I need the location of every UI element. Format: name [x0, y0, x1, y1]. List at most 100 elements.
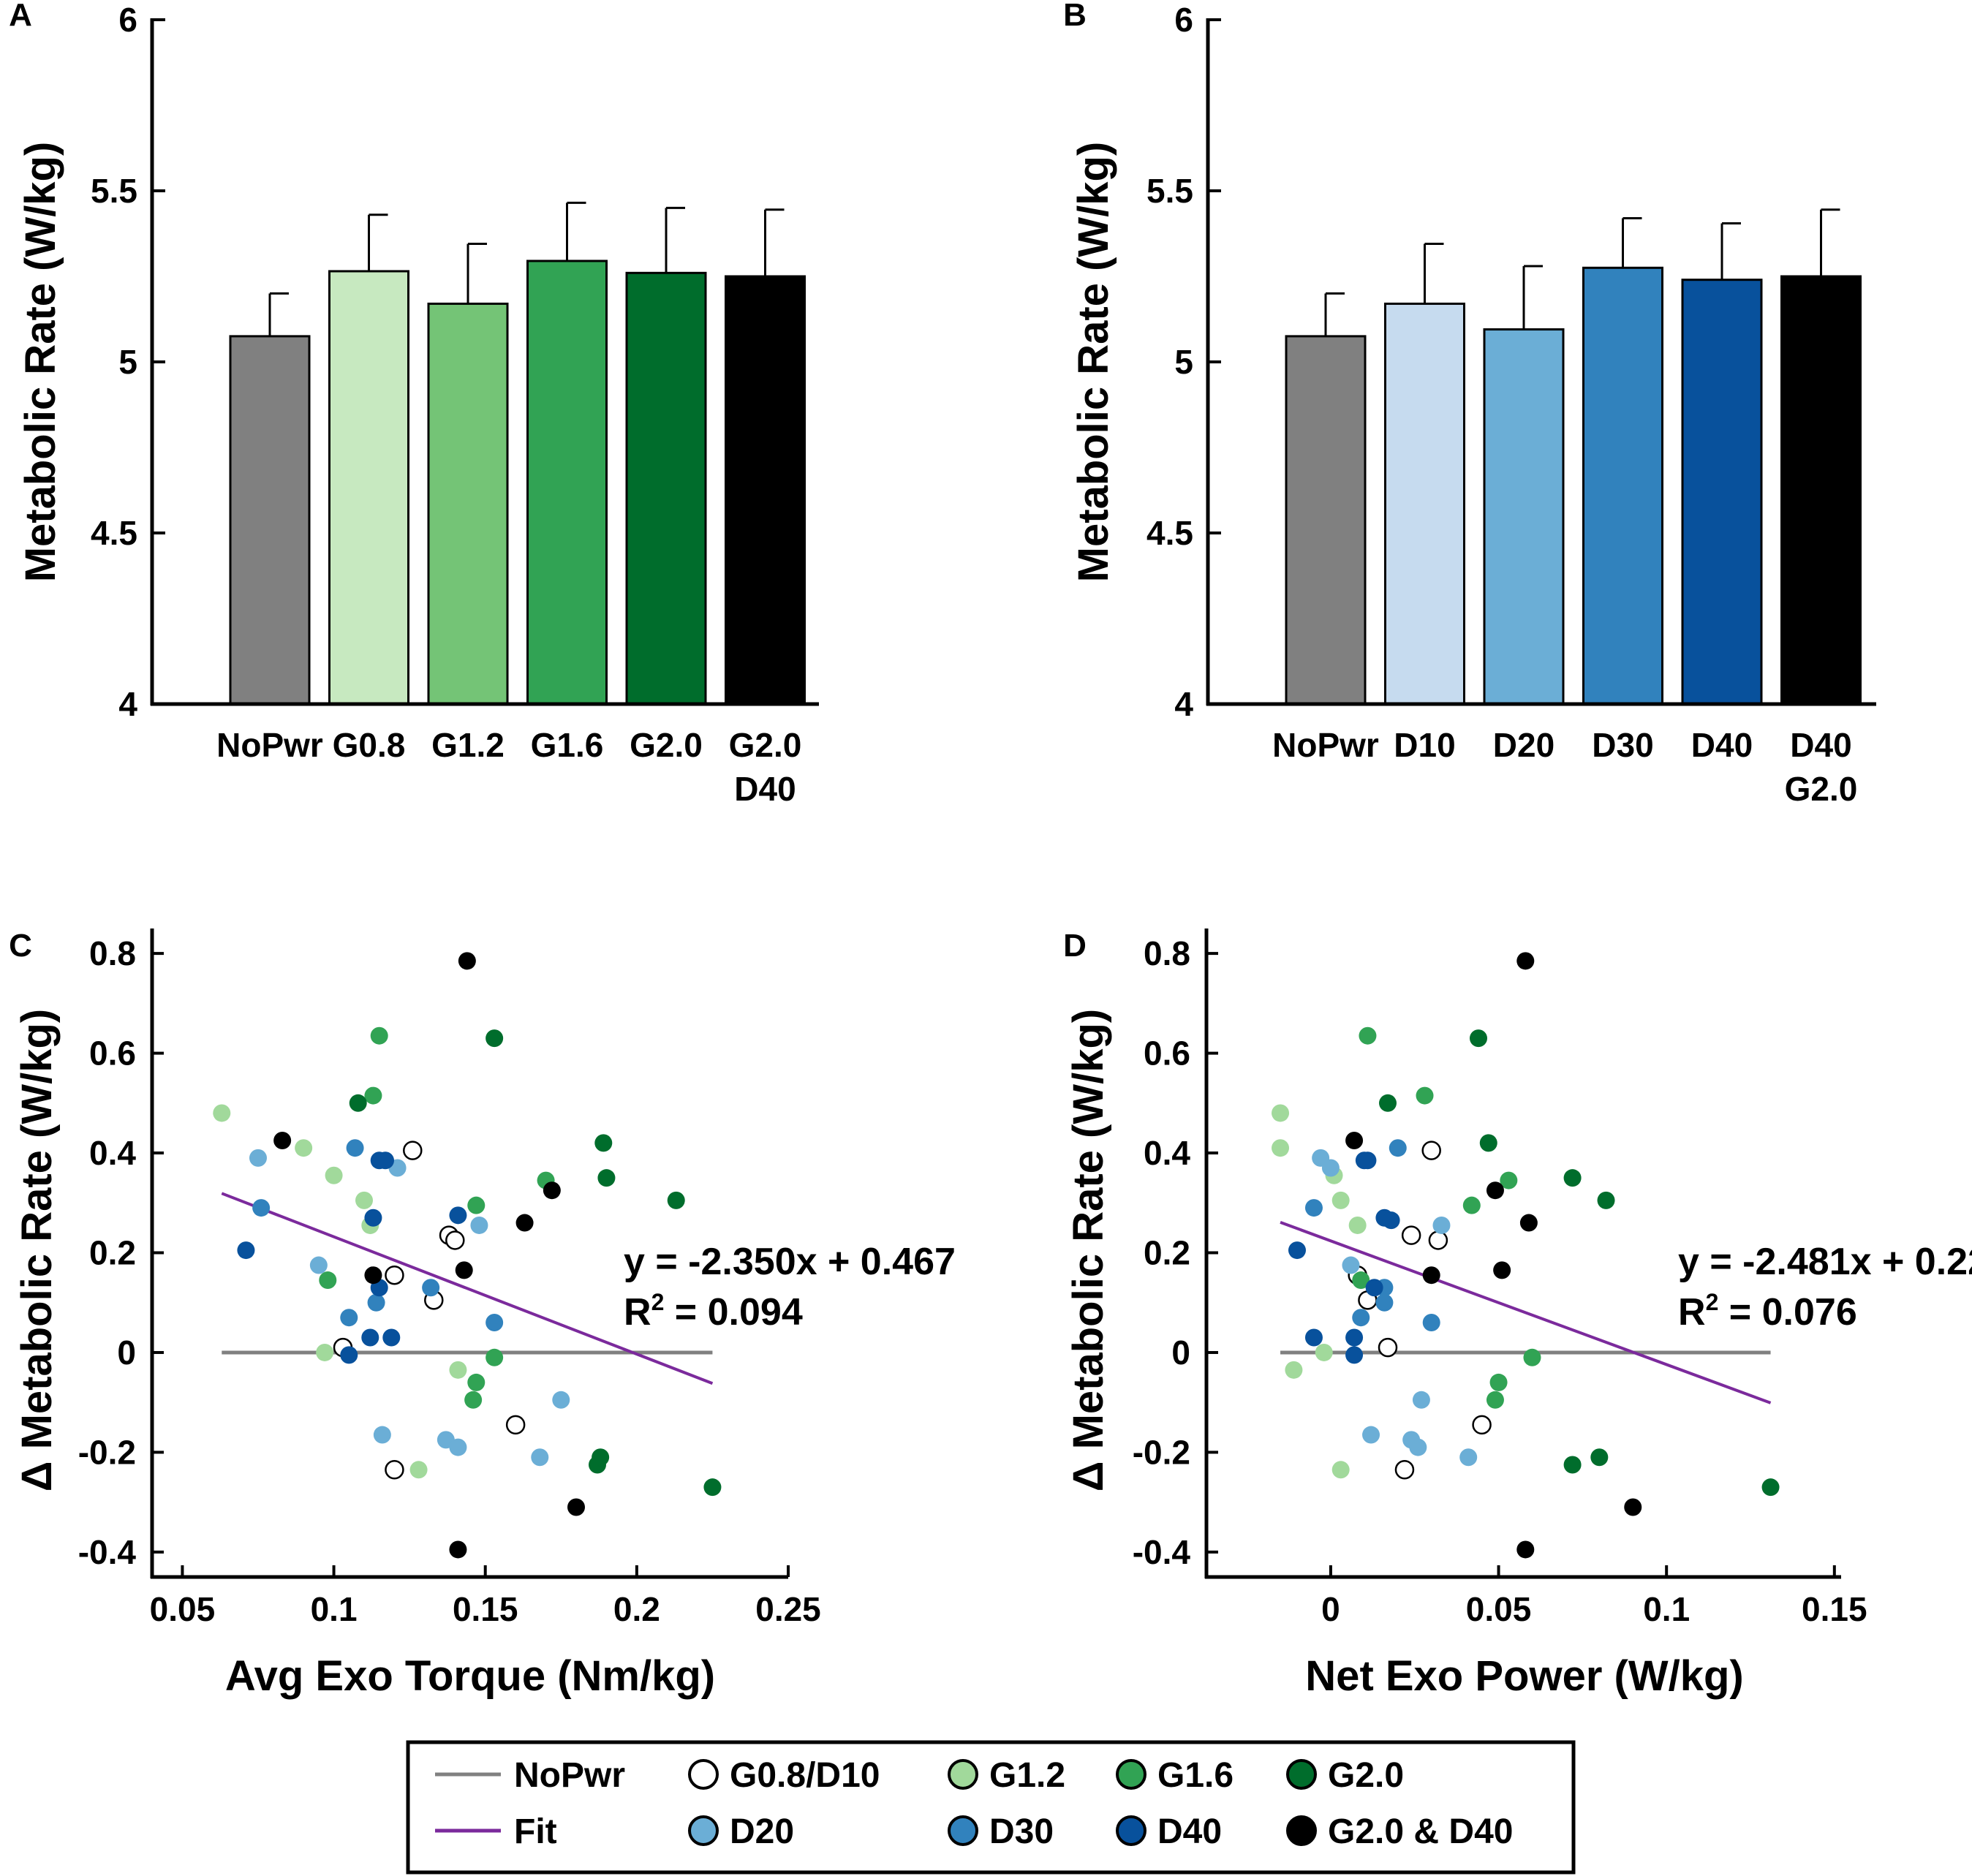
legend-marker	[1116, 1759, 1146, 1790]
data-point-g0.8	[1421, 1141, 1441, 1160]
panel-label: B	[1063, 0, 1087, 33]
data-point-combo	[1422, 1266, 1440, 1285]
data-point-d30	[422, 1279, 440, 1297]
fit-equation: y = -2.481x + 0.224	[1678, 1241, 1972, 1283]
data-point-g0.8	[445, 1230, 465, 1250]
data-point-d40	[1365, 1279, 1383, 1297]
data-point-g0.8	[1472, 1415, 1492, 1435]
data-point-combo	[449, 1540, 467, 1559]
y-tick-label: 0.6	[89, 1035, 136, 1073]
data-point-d40	[1359, 1151, 1377, 1170]
y-tick-label: 0.8	[1144, 934, 1190, 972]
y-tick-label: 0	[1171, 1334, 1190, 1372]
x-tick-label: 0.25	[755, 1590, 821, 1628]
legend-label: G1.6	[1157, 1756, 1234, 1795]
data-point-d40	[237, 1241, 255, 1260]
panel-label: C	[9, 928, 32, 964]
panel-label: A	[9, 0, 32, 33]
x-tick-label: NoPwr	[1272, 726, 1379, 764]
data-point-d30	[1304, 1199, 1323, 1217]
data-point-g1.2	[449, 1361, 467, 1379]
data-point-d20	[1342, 1256, 1360, 1274]
bar-g1.6	[526, 260, 608, 706]
y-axis-label: Δ Metabolic Rate (W/kg)	[13, 1009, 61, 1491]
data-point-g1.2	[355, 1191, 373, 1209]
x-tick-label: 0.15	[1802, 1590, 1867, 1628]
y-tick-label: 4.5	[1146, 514, 1193, 552]
data-point-d40	[1345, 1346, 1364, 1364]
y-tick-label: 4	[118, 685, 137, 723]
data-point-d40	[1304, 1328, 1323, 1347]
data-point-d30	[1422, 1314, 1440, 1332]
x-axis-label: Net Exo Power (W/kg)	[1305, 1652, 1743, 1700]
data-point-combo	[1516, 952, 1535, 970]
data-point-g2.0	[1761, 1478, 1780, 1497]
data-point-g2.0	[349, 1094, 367, 1112]
data-point-g1.6	[319, 1271, 337, 1290]
y-tick-label: 0.8	[89, 934, 136, 972]
data-point-combo	[515, 1214, 534, 1232]
data-point-g2.0	[1470, 1029, 1487, 1048]
data-point-g1.2	[325, 1166, 343, 1184]
legend-label: NoPwr	[514, 1756, 625, 1795]
x-tick-label: 0.05	[1466, 1590, 1532, 1628]
data-point-combo	[1519, 1214, 1538, 1232]
data-point-d20	[1321, 1159, 1340, 1177]
legend-box	[406, 1740, 1576, 1875]
data-point-g1.6	[1486, 1391, 1504, 1409]
data-point-g1.6	[1352, 1271, 1370, 1290]
y-tick-label: 0.4	[1144, 1134, 1190, 1172]
legend-marker	[948, 1815, 978, 1846]
y-tick-label: 6	[118, 1, 137, 39]
data-point-d40	[1345, 1328, 1364, 1347]
data-point-g2.0	[486, 1029, 504, 1048]
data-point-g0.8	[505, 1415, 526, 1435]
x-tick-label: D40	[1691, 726, 1753, 764]
data-point-g0.8	[1378, 1337, 1398, 1358]
legend-marker	[688, 1815, 719, 1846]
panel-label: D	[1063, 928, 1087, 964]
data-point-g1.6	[1489, 1373, 1508, 1391]
data-point-g2.0	[1590, 1448, 1609, 1467]
y-tick-label: 0.2	[89, 1234, 136, 1272]
data-point-g1.2	[1272, 1139, 1290, 1157]
data-point-d20	[531, 1448, 549, 1467]
data-point-g1.2	[1315, 1343, 1333, 1361]
data-point-g1.6	[1500, 1171, 1518, 1189]
legend-marker	[1116, 1815, 1146, 1846]
data-point-d40	[361, 1328, 379, 1347]
data-point-combo	[1516, 1540, 1535, 1559]
data-point-combo	[273, 1131, 292, 1149]
data-point-g2.0	[1597, 1191, 1615, 1209]
data-point-combo	[455, 1261, 473, 1279]
panel-d-scatter-plot: D -0.4 -0.2 0 0.2 0.4 0.6 0.8 0 0.05 0.1 0.15 y = -2…	[1063, 928, 1972, 1700]
bar-g2.0-d40	[725, 275, 806, 706]
y-tick-label: -0.2	[1133, 1433, 1190, 1471]
data-point-d40	[377, 1151, 394, 1170]
data-point-d20	[1412, 1391, 1430, 1409]
x-tick-label: D20	[1493, 726, 1554, 764]
data-point-d20	[1362, 1426, 1380, 1444]
data-point-d20	[1459, 1448, 1478, 1467]
data-point-g2.0	[592, 1448, 610, 1467]
data-point-g1.2	[213, 1104, 231, 1122]
data-point-g1.6	[364, 1086, 382, 1105]
data-point-g0.8	[385, 1460, 404, 1480]
data-point-d30	[1389, 1139, 1407, 1157]
legend-marker	[1286, 1815, 1317, 1846]
x-tick-label: G2.0	[1785, 770, 1858, 808]
x-tick-label: D40	[734, 770, 796, 808]
y-tick-label: 6	[1174, 1, 1193, 39]
data-point-d20	[1432, 1216, 1451, 1234]
legend-label: D20	[730, 1812, 794, 1851]
fit-r-squared: R2 = 0.076	[1678, 1289, 1857, 1334]
data-point-d30	[252, 1199, 271, 1217]
x-tick-label: G2.0	[729, 726, 802, 764]
x-tick-label: 0.1	[1643, 1590, 1690, 1628]
y-tick-label: -0.4	[1133, 1533, 1191, 1571]
y-axis-label: Δ Metabolic Rate (W/kg)	[1065, 1009, 1112, 1491]
legend: NoPwr G0.8/D10 G1.2 G1.6 G2.0 Fit D20 D30 D40 G2.…	[406, 1740, 1576, 1875]
legend-marker	[948, 1759, 978, 1790]
data-point-combo	[1624, 1498, 1642, 1516]
